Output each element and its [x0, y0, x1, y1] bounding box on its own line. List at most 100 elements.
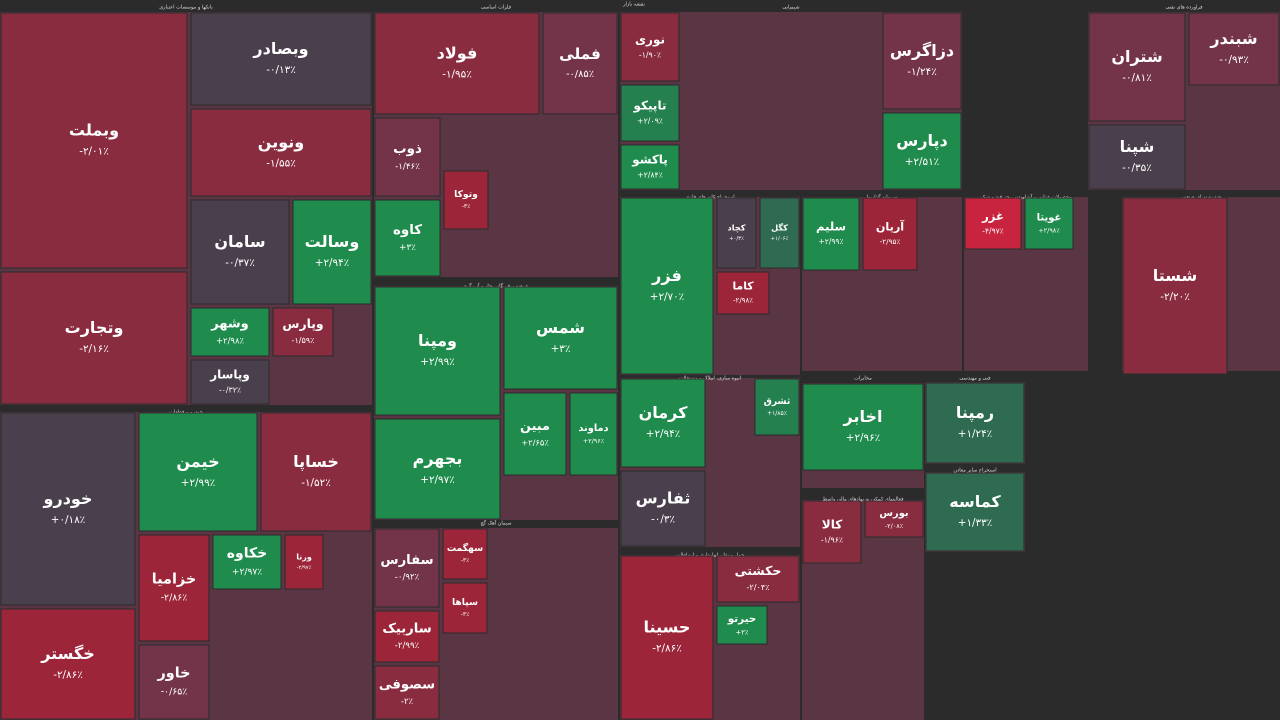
tile-change: -۰/۹۲٪: [395, 573, 420, 583]
sector-title: محصولات غذایی و آشامیدنی بجز قند و شکر: [979, 194, 1072, 201]
sector-title: فنی و مهندسی: [959, 376, 991, 382]
tile-name: ساربیک: [382, 622, 431, 637]
tile-name: فملی: [559, 45, 601, 63]
tile: [569, 392, 618, 476]
tile-change: -۳٪: [462, 203, 471, 210]
tile-name: وبملت: [69, 120, 119, 139]
tile: [190, 12, 372, 106]
tile-change: +۲/۹۴٪: [315, 257, 350, 269]
tile: [754, 378, 800, 436]
tile-change: +۰/۱۸٪: [51, 514, 86, 526]
tile: [374, 199, 441, 277]
tile-change: +۲/۹۸٪: [1038, 227, 1060, 235]
tile: [442, 528, 488, 580]
tile-change: +۲/۸۴٪: [637, 170, 663, 179]
sector-title: سیمان آهک گچ: [480, 520, 511, 527]
tile-name: خیمن: [176, 452, 219, 471]
tile: [503, 286, 618, 390]
tile-name: رمپنا: [956, 403, 994, 423]
tile: [503, 392, 567, 476]
tile: [1188, 12, 1280, 86]
tile: [374, 665, 440, 720]
tile: [374, 528, 440, 608]
tile-change: -۲/۹۸٪: [733, 296, 753, 305]
tile: [138, 644, 210, 720]
tile-change: -۰/۸۱٪: [1122, 72, 1152, 84]
tile-name: خزامیا: [152, 571, 196, 587]
tile-change: +۱/۰۶٪: [771, 236, 789, 242]
tile-name: کاوه: [393, 223, 422, 238]
tile-name: مبین: [520, 419, 550, 434]
tile: [620, 197, 714, 375]
tile-name: اخابر: [843, 407, 883, 426]
tile: [716, 271, 770, 315]
tile-name: حیرتو: [727, 613, 757, 625]
tile-name: سفارس: [380, 553, 433, 568]
tile: [620, 84, 680, 142]
chart-title: نقشه بازار: [622, 2, 645, 8]
tile: [374, 12, 540, 115]
tile: [0, 412, 136, 606]
tile-change: +۲/۵۱٪: [905, 156, 940, 168]
tile: [882, 12, 962, 110]
tile: [716, 605, 768, 645]
tile-change: -۰/۸۵٪: [566, 69, 594, 80]
tile-change: -۲/۰۴٪: [746, 582, 769, 592]
tile: [716, 555, 800, 603]
tile-name: بجهرم: [413, 449, 463, 468]
tile: [374, 418, 501, 520]
sector-title: فلزات اساسی: [481, 5, 512, 11]
tile-name: کرمان: [639, 403, 689, 422]
tile: [1122, 197, 1228, 375]
tile-change: -۳٪: [461, 557, 470, 564]
tile: [138, 534, 210, 642]
tile-name: شبندر: [1209, 29, 1257, 48]
tile-change: +۲/۶۵٪: [521, 437, 549, 447]
tile-change: -۰/۹۳٪: [1219, 54, 1249, 66]
tile-change: -۳٪: [461, 611, 470, 618]
tile-name: ذوب: [393, 142, 422, 157]
tile-name: خساپا: [293, 452, 339, 472]
tile: [620, 470, 706, 547]
tile: [284, 534, 324, 590]
tile-change: +۲/۹۴٪: [646, 428, 681, 440]
tile-change: +۲/۷۰٪: [650, 291, 685, 303]
tile: [620, 144, 680, 190]
tile-name: خودرو: [43, 489, 93, 508]
tile-name: فزر: [651, 266, 682, 285]
tile-change: -۱/۵۲٪: [301, 477, 331, 489]
tile-name: حسینا: [644, 617, 691, 636]
tile-name: فولاد: [437, 43, 478, 62]
tile-name: غویتا: [1037, 213, 1062, 224]
tile-name: خاور: [156, 665, 190, 681]
tile-change: -۲/۹۵٪: [880, 237, 901, 246]
tile-change: -۱/۹۰٪: [639, 50, 661, 59]
tile: [716, 197, 757, 269]
tile: [443, 170, 489, 230]
tile-change: +۱/۲۴٪: [958, 428, 993, 440]
tile: [802, 500, 862, 564]
tile-change: +۲/۹۸٪: [216, 336, 244, 346]
tile-name: شپنا: [1120, 137, 1155, 157]
tile: [190, 108, 372, 197]
tile: [1088, 124, 1186, 190]
tile-change: -۲/۸۶٪: [161, 593, 188, 604]
tile-change: -۲/۸۶٪: [53, 669, 83, 681]
tile-name: دپارس: [896, 131, 948, 151]
tile: [802, 197, 860, 271]
tile-name: خگستر: [40, 644, 95, 663]
tile-name: وسالت: [305, 232, 360, 251]
tile: [272, 307, 334, 357]
sector-title: مخابرات: [854, 376, 872, 382]
tile-change: -۱/۵۹٪: [292, 336, 315, 345]
tile-change: -۲/۰۸٪: [885, 522, 904, 530]
tile-change: -۴/۹۷٪: [982, 227, 1003, 236]
sector-title: انبوه سازی، املاک و مستغلات: [679, 375, 741, 382]
tile-name: وشهر: [210, 317, 249, 332]
tile-name: ونوین: [258, 132, 304, 151]
tile-name: ومپنا: [418, 331, 457, 351]
tile-name: وپارس: [282, 316, 323, 331]
tile-name: شتران: [1111, 47, 1162, 66]
